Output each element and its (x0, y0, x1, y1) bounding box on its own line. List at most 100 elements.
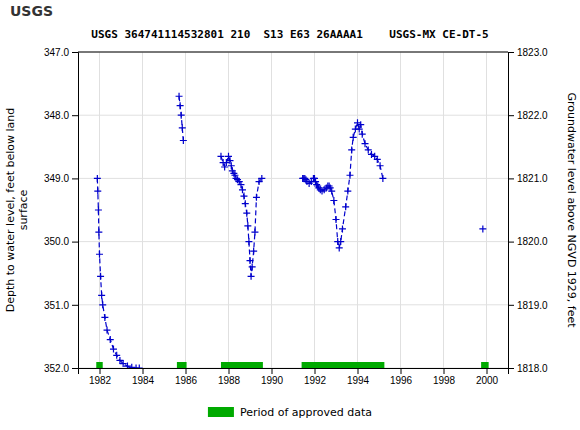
series (217, 153, 265, 280)
marker (250, 248, 257, 255)
series (94, 175, 143, 368)
marker (242, 200, 249, 207)
approved-period (302, 362, 385, 368)
marker (333, 216, 340, 223)
grid-line (271, 52, 272, 368)
marker (328, 188, 335, 195)
marker (245, 238, 252, 245)
marker (249, 263, 256, 270)
tick-label: 1998 (433, 375, 456, 386)
marker (253, 194, 260, 201)
tick-label: 1819.0 (517, 300, 548, 311)
annotation: USGS (10, 3, 53, 19)
tick-mark (508, 305, 514, 306)
tick-label: 1821.0 (517, 173, 548, 184)
marker (177, 102, 184, 109)
tick-label: 1988 (218, 375, 241, 386)
grid-line (185, 52, 186, 368)
marker (362, 140, 369, 147)
tick: 1988 (218, 368, 241, 386)
tick-label: 1984 (132, 375, 155, 386)
tick-label: 352.0 (44, 363, 69, 374)
tick-label: 351.0 (44, 300, 69, 311)
marker (113, 352, 120, 359)
tick: 1821.0 (508, 173, 548, 184)
axis-line (72, 53, 79, 369)
tick-mark (186, 368, 187, 374)
marker (101, 314, 108, 321)
tick-label: 2000 (476, 375, 499, 386)
tick: 1823.0 (508, 47, 548, 58)
tick: 1994 (347, 368, 370, 386)
y2-axis: 1818.01819.01820.01821.01822.01823.0 (508, 47, 548, 374)
approved-period (221, 362, 263, 368)
marker (359, 131, 366, 138)
tick-mark (229, 368, 230, 374)
grid-line (443, 52, 444, 368)
marker (227, 157, 234, 164)
marker (311, 175, 318, 182)
tick-label: 1990 (261, 375, 284, 386)
axis-line (509, 53, 515, 369)
marker (110, 346, 117, 353)
tick-mark (401, 368, 402, 374)
approved-period (481, 362, 489, 368)
legend-swatch (208, 407, 234, 417)
y2-axis-label: Groundwater level above NGVD 1929, feet (565, 92, 578, 328)
marker (348, 146, 355, 153)
tick-mark (72, 52, 78, 53)
tick-mark (72, 242, 78, 243)
marker (237, 181, 244, 188)
marker (176, 93, 183, 100)
y-axis-label: Depth to water level, feet below landsur… (4, 108, 30, 313)
marker (327, 184, 334, 191)
tick: 347.0 (44, 47, 78, 58)
marker (344, 188, 351, 195)
marker (96, 251, 103, 258)
marker (342, 203, 349, 210)
tick-mark (444, 368, 445, 374)
grid-line (78, 304, 508, 305)
marker (365, 146, 372, 153)
tick: 1984 (132, 368, 155, 386)
y-axis: 347.0348.0349.0350.0351.0352.0 (44, 47, 79, 374)
marker (379, 175, 386, 182)
marker (98, 292, 105, 299)
legend-label: Period of approved data (240, 406, 372, 419)
marker (179, 124, 186, 131)
marker (178, 112, 185, 119)
line (97, 178, 139, 368)
tick-label: 1992 (304, 375, 327, 386)
marks (94, 93, 489, 368)
grid-line (78, 178, 508, 179)
approved-period (177, 362, 187, 368)
tick: 1998 (433, 368, 456, 386)
title: USGS 364741114532801 210 S13 E63 26AAAA1… (91, 28, 488, 41)
tick-mark (508, 178, 514, 179)
tick-label: 1986 (175, 375, 198, 386)
tick-mark (358, 368, 359, 374)
marker (239, 186, 246, 193)
series (299, 119, 386, 251)
marker (228, 162, 235, 169)
marker (128, 364, 135, 368)
tick: 1819.0 (508, 300, 548, 311)
series (479, 225, 486, 232)
marker (339, 225, 346, 232)
tick-label: 348.0 (44, 110, 69, 121)
marker (225, 153, 232, 160)
tick: 350.0 (44, 236, 78, 247)
marker (346, 172, 353, 179)
tick: 352.0 (44, 363, 78, 374)
tick-label: 1822.0 (517, 110, 548, 121)
x-axis: 1982198419861988199019921994199619982000 (79, 368, 509, 386)
tick: 1990 (261, 368, 284, 386)
marker (248, 273, 255, 280)
marker (107, 336, 114, 343)
marker (377, 162, 384, 169)
tick: 1996 (390, 368, 413, 386)
tick-label: 1996 (390, 375, 413, 386)
tick-label: 1823.0 (517, 47, 548, 58)
marker (251, 229, 258, 236)
grid-line (486, 52, 487, 368)
